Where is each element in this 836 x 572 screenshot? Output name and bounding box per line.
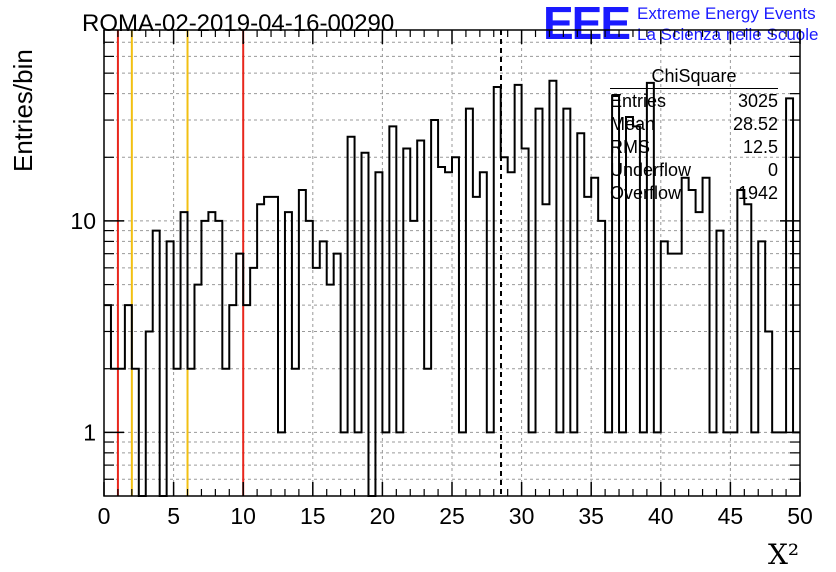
stats-label: Overflow [610, 183, 682, 203]
stats-row-entries: Entries 3025 [610, 91, 778, 114]
x-tick-label: 30 [509, 503, 535, 529]
stats-label: Entries [610, 91, 667, 111]
stats-row-rms: RMS 12.5 [610, 137, 778, 160]
stats-box: ChiSquare Entries 3025 Mean 28.52 RMS 12… [610, 66, 778, 206]
eee-logo: EEE [543, 0, 631, 49]
stats-value: 1942 [737, 183, 778, 203]
x-tick-label: 35 [578, 503, 604, 529]
x-tick-label: 50 [787, 503, 813, 529]
stats-title: ChiSquare [610, 66, 778, 89]
x-tick-label: 45 [718, 503, 744, 529]
run-title: ROMA-02-2019-04-16-00290 [82, 10, 395, 37]
stats-row-overflow: Overflow 1942 [610, 183, 778, 206]
x-axis-label: X² [768, 538, 800, 571]
y-tick-label: 1 [83, 419, 96, 445]
stats-row-mean: Mean 28.52 [610, 114, 778, 137]
x-tick-label: 15 [300, 503, 326, 529]
x-tick-label: 5 [167, 503, 180, 529]
stats-value: 28.52 [732, 114, 778, 134]
stats-row-underflow: Underflow 0 [610, 160, 778, 183]
x-tick-label: 0 [98, 503, 111, 529]
x-tick-label: 20 [370, 503, 396, 529]
histogram-series [104, 79, 800, 497]
stats-value: 3025 [737, 91, 778, 111]
stats-label: RMS [610, 137, 650, 157]
stats-label: Underflow [610, 160, 692, 180]
x-tick-label: 10 [230, 503, 256, 529]
logo-line-1: Extreme Energy Events [637, 4, 816, 23]
stats-label: Mean [610, 114, 656, 134]
x-tick-label: 40 [648, 503, 674, 529]
x-tick-label: 25 [439, 503, 465, 529]
stats-value: 0 [767, 160, 778, 180]
stats-value: 12.5 [742, 137, 778, 157]
y-tick-label: 10 [70, 208, 96, 234]
